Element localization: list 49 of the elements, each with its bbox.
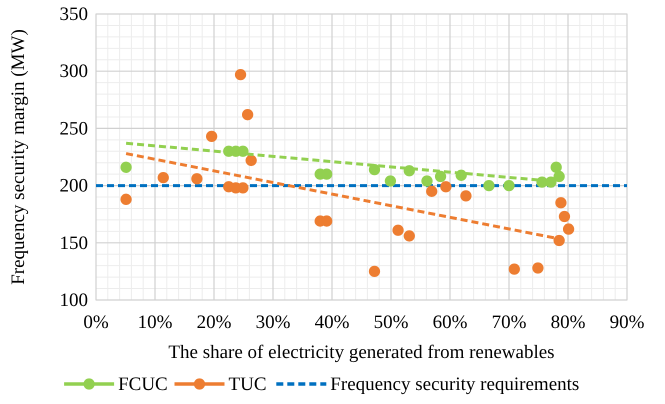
point <box>562 223 574 235</box>
point <box>426 186 438 197</box>
point <box>554 234 565 246</box>
point <box>242 109 254 120</box>
x-tick-label: 30% <box>256 312 291 333</box>
point <box>434 170 446 182</box>
point <box>246 154 257 166</box>
point <box>158 172 169 184</box>
point <box>508 263 520 275</box>
point <box>120 194 132 205</box>
y-tick-label: 300 <box>60 61 88 82</box>
point <box>384 175 396 187</box>
y-tick-label: 350 <box>60 4 88 25</box>
point <box>460 190 472 202</box>
point <box>392 224 404 236</box>
y-tick-label: 250 <box>60 118 88 140</box>
point <box>206 130 218 142</box>
legend-label: TUC <box>228 374 266 395</box>
y-tick-label: 150 <box>60 232 88 254</box>
y-tick-label: 100 <box>60 290 88 311</box>
point <box>191 173 203 184</box>
x-tick-label: 10% <box>138 312 173 333</box>
point <box>368 266 380 278</box>
point <box>404 230 415 242</box>
point <box>421 175 433 187</box>
point <box>550 162 562 173</box>
point <box>368 164 380 176</box>
point <box>558 210 570 222</box>
x-tick-label: 20% <box>196 312 232 333</box>
x-tick-label: 90% <box>610 312 645 333</box>
legend-label: FCUC <box>118 374 168 395</box>
legend-label: Frequency security requirements <box>330 374 580 395</box>
x-tick-label: 0% <box>83 312 109 333</box>
point <box>483 180 495 192</box>
point <box>120 162 132 173</box>
point <box>555 197 567 208</box>
x-tick-label: 70% <box>492 312 527 333</box>
x-tick-label: 80% <box>550 312 586 333</box>
y-axis-title: Frequency security margin (MW) <box>8 29 29 285</box>
x-tick-label: 50% <box>374 312 409 333</box>
x-tick-label: 60% <box>432 312 468 333</box>
point <box>234 69 246 80</box>
point <box>503 180 515 192</box>
point <box>554 170 565 182</box>
point <box>440 181 452 192</box>
point <box>532 262 544 274</box>
x-axis-title: The share of electricity generated from renewables <box>168 342 555 363</box>
y-tick-label: 200 <box>60 176 88 197</box>
x-tick-label: 40% <box>314 312 350 333</box>
